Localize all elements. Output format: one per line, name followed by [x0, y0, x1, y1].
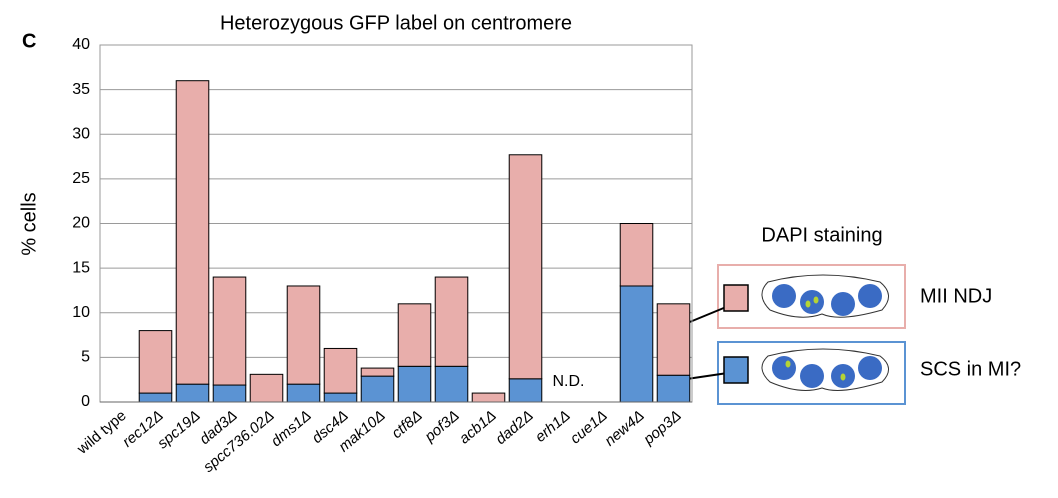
- x-tick-label: cue1Δ: [567, 407, 611, 447]
- x-tick-label: spc19Δ: [154, 407, 203, 452]
- legend-label: MII NDJ: [920, 285, 992, 307]
- panel-label: C: [22, 30, 36, 52]
- legend-swatch: [724, 357, 748, 383]
- bar-segment: [287, 286, 320, 384]
- y-tick-label: 5: [81, 349, 90, 366]
- bar-segment: [435, 277, 468, 366]
- x-tick-label: ctf8Δ: [388, 407, 425, 442]
- bar-segment: [435, 366, 468, 402]
- y-tick-label: 0: [81, 393, 90, 410]
- x-tick-label: pop3Δ: [640, 407, 685, 449]
- bar-segment: [620, 224, 653, 286]
- bar-segment: [472, 393, 505, 402]
- bar-segment: [176, 384, 209, 402]
- bar-segment: [361, 368, 394, 376]
- legend-swatch: [724, 285, 748, 311]
- bar-segment: [176, 81, 209, 384]
- bar-segment: [139, 393, 172, 402]
- annotation: N.D.: [553, 373, 585, 390]
- bar-segment: [657, 375, 690, 402]
- x-tick-label: erh1Δ: [532, 407, 574, 446]
- ascus-diagram: [762, 275, 889, 317]
- y-tick-label: 35: [72, 81, 90, 98]
- x-tick-label: dad2Δ: [492, 407, 536, 448]
- y-axis-label: % cells: [18, 192, 40, 255]
- bar-segment: [620, 286, 653, 402]
- x-tick-label: acb1Δ: [456, 407, 500, 447]
- legend-title: DAPI staining: [761, 224, 882, 246]
- bar-segment: [398, 304, 431, 366]
- y-tick-label: 10: [72, 304, 90, 321]
- bar-segment: [398, 366, 431, 402]
- y-tick-label: 20: [72, 215, 90, 232]
- bar-segment: [657, 304, 690, 375]
- bar-segment: [509, 155, 542, 379]
- y-tick-label: 40: [72, 36, 90, 53]
- x-tick-label: new4Δ: [602, 407, 648, 450]
- chart: C Heterozygous GFP label on centromere %…: [0, 0, 1058, 498]
- bar-segment: [509, 379, 542, 402]
- bar-segment: [324, 393, 357, 402]
- bar-segment: [213, 277, 246, 385]
- bar-segment: [324, 348, 357, 393]
- bar-segment: [287, 384, 320, 402]
- y-tick-label: 25: [72, 170, 90, 187]
- legend-label: SCS in MI?: [920, 358, 1021, 380]
- y-tick-label: 30: [72, 125, 90, 142]
- bar-segment: [213, 385, 246, 402]
- bar-segment: [250, 374, 283, 402]
- y-tick-label: 15: [72, 259, 90, 276]
- bar-segment: [361, 376, 394, 402]
- ascus-diagram: [762, 349, 889, 390]
- x-tick-label: dms1Δ: [268, 407, 315, 450]
- x-tick-label: wild type: [73, 407, 129, 458]
- x-tick-label: pof3Δ: [421, 407, 463, 446]
- chart-title: Heterozygous GFP label on centromere: [220, 12, 572, 34]
- bar-segment: [139, 331, 172, 393]
